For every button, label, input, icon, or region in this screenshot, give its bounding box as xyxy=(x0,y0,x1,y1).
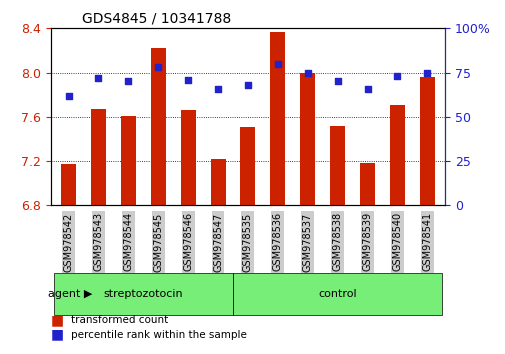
Text: GSM978543: GSM978543 xyxy=(93,212,103,272)
Point xyxy=(273,61,281,67)
Point xyxy=(64,93,72,98)
Text: GSM978546: GSM978546 xyxy=(183,212,193,272)
Text: percentile rank within the sample: percentile rank within the sample xyxy=(71,330,246,339)
Text: control: control xyxy=(318,289,356,299)
Text: GSM978541: GSM978541 xyxy=(422,212,431,272)
FancyBboxPatch shape xyxy=(54,273,232,315)
Bar xyxy=(419,77,434,354)
Bar xyxy=(240,127,255,354)
Text: GSM978547: GSM978547 xyxy=(213,212,223,272)
Bar xyxy=(389,105,404,354)
Bar xyxy=(150,48,166,354)
Bar xyxy=(61,164,76,354)
Bar xyxy=(91,109,106,354)
Point xyxy=(392,73,400,79)
Text: ■: ■ xyxy=(50,327,64,342)
Text: transformed count: transformed count xyxy=(71,315,168,325)
FancyBboxPatch shape xyxy=(232,273,441,315)
Point xyxy=(363,86,371,91)
Bar xyxy=(180,110,195,354)
Point xyxy=(124,79,132,84)
Point xyxy=(154,64,162,70)
Text: GSM978535: GSM978535 xyxy=(242,212,252,272)
Bar xyxy=(121,116,135,354)
Point xyxy=(94,75,103,81)
Text: GSM978538: GSM978538 xyxy=(332,212,342,272)
Point xyxy=(184,77,192,82)
Text: ■: ■ xyxy=(50,313,64,327)
Point xyxy=(214,86,222,91)
Text: streptozotocin: streptozotocin xyxy=(104,289,183,299)
Point xyxy=(243,82,251,88)
Text: GSM978537: GSM978537 xyxy=(302,212,312,272)
Point xyxy=(303,70,311,75)
Bar xyxy=(270,32,285,354)
Bar xyxy=(330,126,344,354)
Point xyxy=(333,79,341,84)
Point xyxy=(423,70,431,75)
Text: GSM978536: GSM978536 xyxy=(272,212,282,272)
Text: GSM978539: GSM978539 xyxy=(362,212,372,272)
Text: GSM978542: GSM978542 xyxy=(64,212,73,272)
Text: GSM978545: GSM978545 xyxy=(153,212,163,272)
Bar xyxy=(360,163,374,354)
Text: agent ▶: agent ▶ xyxy=(47,289,92,299)
Text: GSM978544: GSM978544 xyxy=(123,212,133,272)
Text: GSM978540: GSM978540 xyxy=(392,212,401,272)
Bar xyxy=(299,73,315,354)
Bar xyxy=(210,159,225,354)
Text: GDS4845 / 10341788: GDS4845 / 10341788 xyxy=(82,12,231,26)
